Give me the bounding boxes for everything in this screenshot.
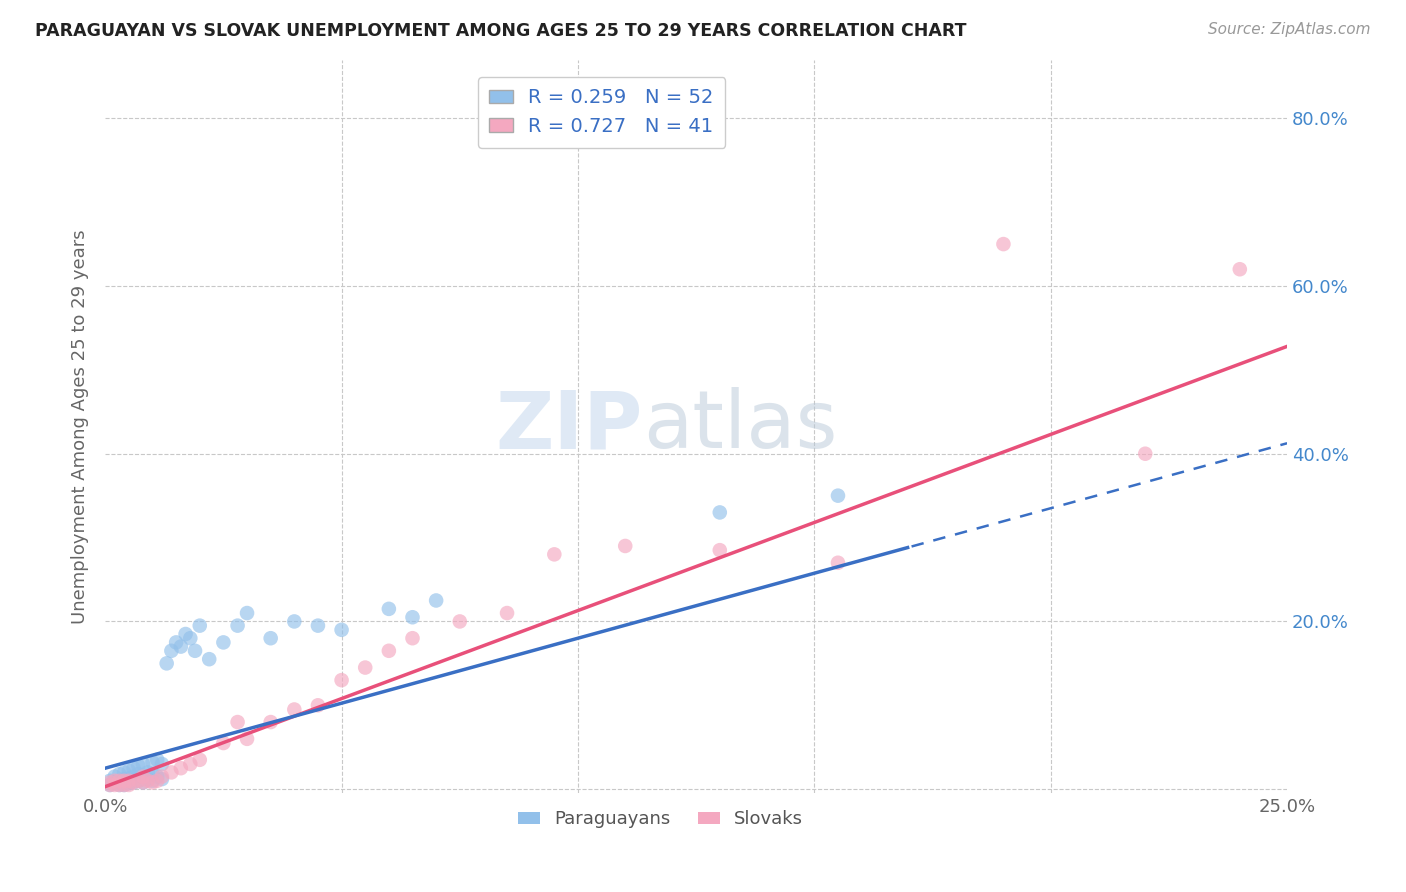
Point: [98, 778, 121, 792]
Point: [112, 773, 135, 788]
Point: [136, 772, 159, 786]
Point: [614, 539, 637, 553]
Point: [150, 770, 173, 784]
Point: [136, 773, 159, 788]
Point: [112, 772, 135, 786]
Point: [184, 644, 207, 658]
Text: atlas: atlas: [643, 387, 838, 466]
Point: [118, 773, 141, 788]
Point: [127, 773, 149, 788]
Point: [132, 775, 155, 789]
Point: [104, 775, 127, 789]
Point: [188, 753, 211, 767]
Point: [174, 627, 197, 641]
Point: [425, 593, 447, 607]
Point: [1135, 447, 1157, 461]
Point: [307, 698, 329, 713]
Point: [354, 660, 377, 674]
Point: [146, 773, 169, 788]
Point: [236, 606, 259, 620]
Point: [330, 623, 353, 637]
Point: [132, 769, 155, 783]
Legend: Paraguayans, Slovaks: Paraguayans, Slovaks: [512, 803, 810, 836]
Point: [827, 556, 849, 570]
Text: ZIP: ZIP: [496, 387, 643, 466]
Point: [170, 640, 193, 654]
Point: [827, 489, 849, 503]
Point: [496, 606, 519, 620]
Point: [226, 618, 249, 632]
Point: [212, 635, 235, 649]
Point: [118, 771, 141, 785]
Point: [212, 736, 235, 750]
Point: [283, 702, 305, 716]
Point: [170, 761, 193, 775]
Point: [401, 610, 423, 624]
Point: [188, 618, 211, 632]
Point: [122, 770, 145, 784]
Point: [993, 237, 1015, 252]
Y-axis label: Unemployment Among Ages 25 to 29 years: Unemployment Among Ages 25 to 29 years: [72, 229, 89, 624]
Point: [150, 757, 173, 772]
Point: [160, 765, 183, 780]
Point: [104, 773, 127, 788]
Point: [260, 714, 283, 729]
Point: [165, 635, 187, 649]
Point: [307, 618, 329, 632]
Point: [118, 778, 141, 792]
Point: [146, 770, 169, 784]
Point: [141, 767, 163, 781]
Point: [150, 772, 173, 786]
Point: [118, 764, 141, 778]
Point: [132, 770, 155, 784]
Point: [108, 767, 131, 781]
Point: [98, 775, 121, 789]
Point: [118, 776, 141, 790]
Point: [283, 615, 305, 629]
Point: [122, 775, 145, 789]
Point: [156, 657, 179, 671]
Point: [108, 773, 131, 788]
Point: [112, 765, 135, 780]
Point: [136, 765, 159, 780]
Point: [104, 770, 127, 784]
Text: Source: ZipAtlas.com: Source: ZipAtlas.com: [1208, 22, 1371, 37]
Point: [1229, 262, 1251, 277]
Point: [401, 631, 423, 645]
Point: [108, 778, 131, 792]
Point: [236, 731, 259, 746]
Text: PARAGUAYAN VS SLOVAK UNEMPLOYMENT AMONG AGES 25 TO 29 YEARS CORRELATION CHART: PARAGUAYAN VS SLOVAK UNEMPLOYMENT AMONG …: [35, 22, 967, 40]
Point: [122, 761, 145, 775]
Point: [132, 775, 155, 789]
Point: [112, 778, 135, 792]
Point: [709, 543, 731, 558]
Point: [709, 505, 731, 519]
Point: [543, 547, 565, 561]
Point: [141, 773, 163, 788]
Point: [122, 775, 145, 789]
Point: [226, 714, 249, 729]
Point: [330, 673, 353, 687]
Point: [98, 773, 121, 788]
Point: [378, 644, 401, 658]
Point: [127, 758, 149, 772]
Point: [141, 775, 163, 789]
Point: [160, 644, 183, 658]
Point: [378, 602, 401, 616]
Point: [132, 757, 155, 772]
Point: [104, 778, 127, 792]
Point: [198, 652, 221, 666]
Point: [127, 767, 149, 781]
Point: [127, 773, 149, 788]
Point: [112, 778, 135, 792]
Point: [179, 631, 201, 645]
Point: [260, 631, 283, 645]
Point: [179, 757, 201, 772]
Point: [449, 615, 471, 629]
Point: [141, 756, 163, 770]
Point: [108, 778, 131, 792]
Point: [98, 778, 121, 792]
Point: [108, 773, 131, 788]
Point: [146, 753, 169, 767]
